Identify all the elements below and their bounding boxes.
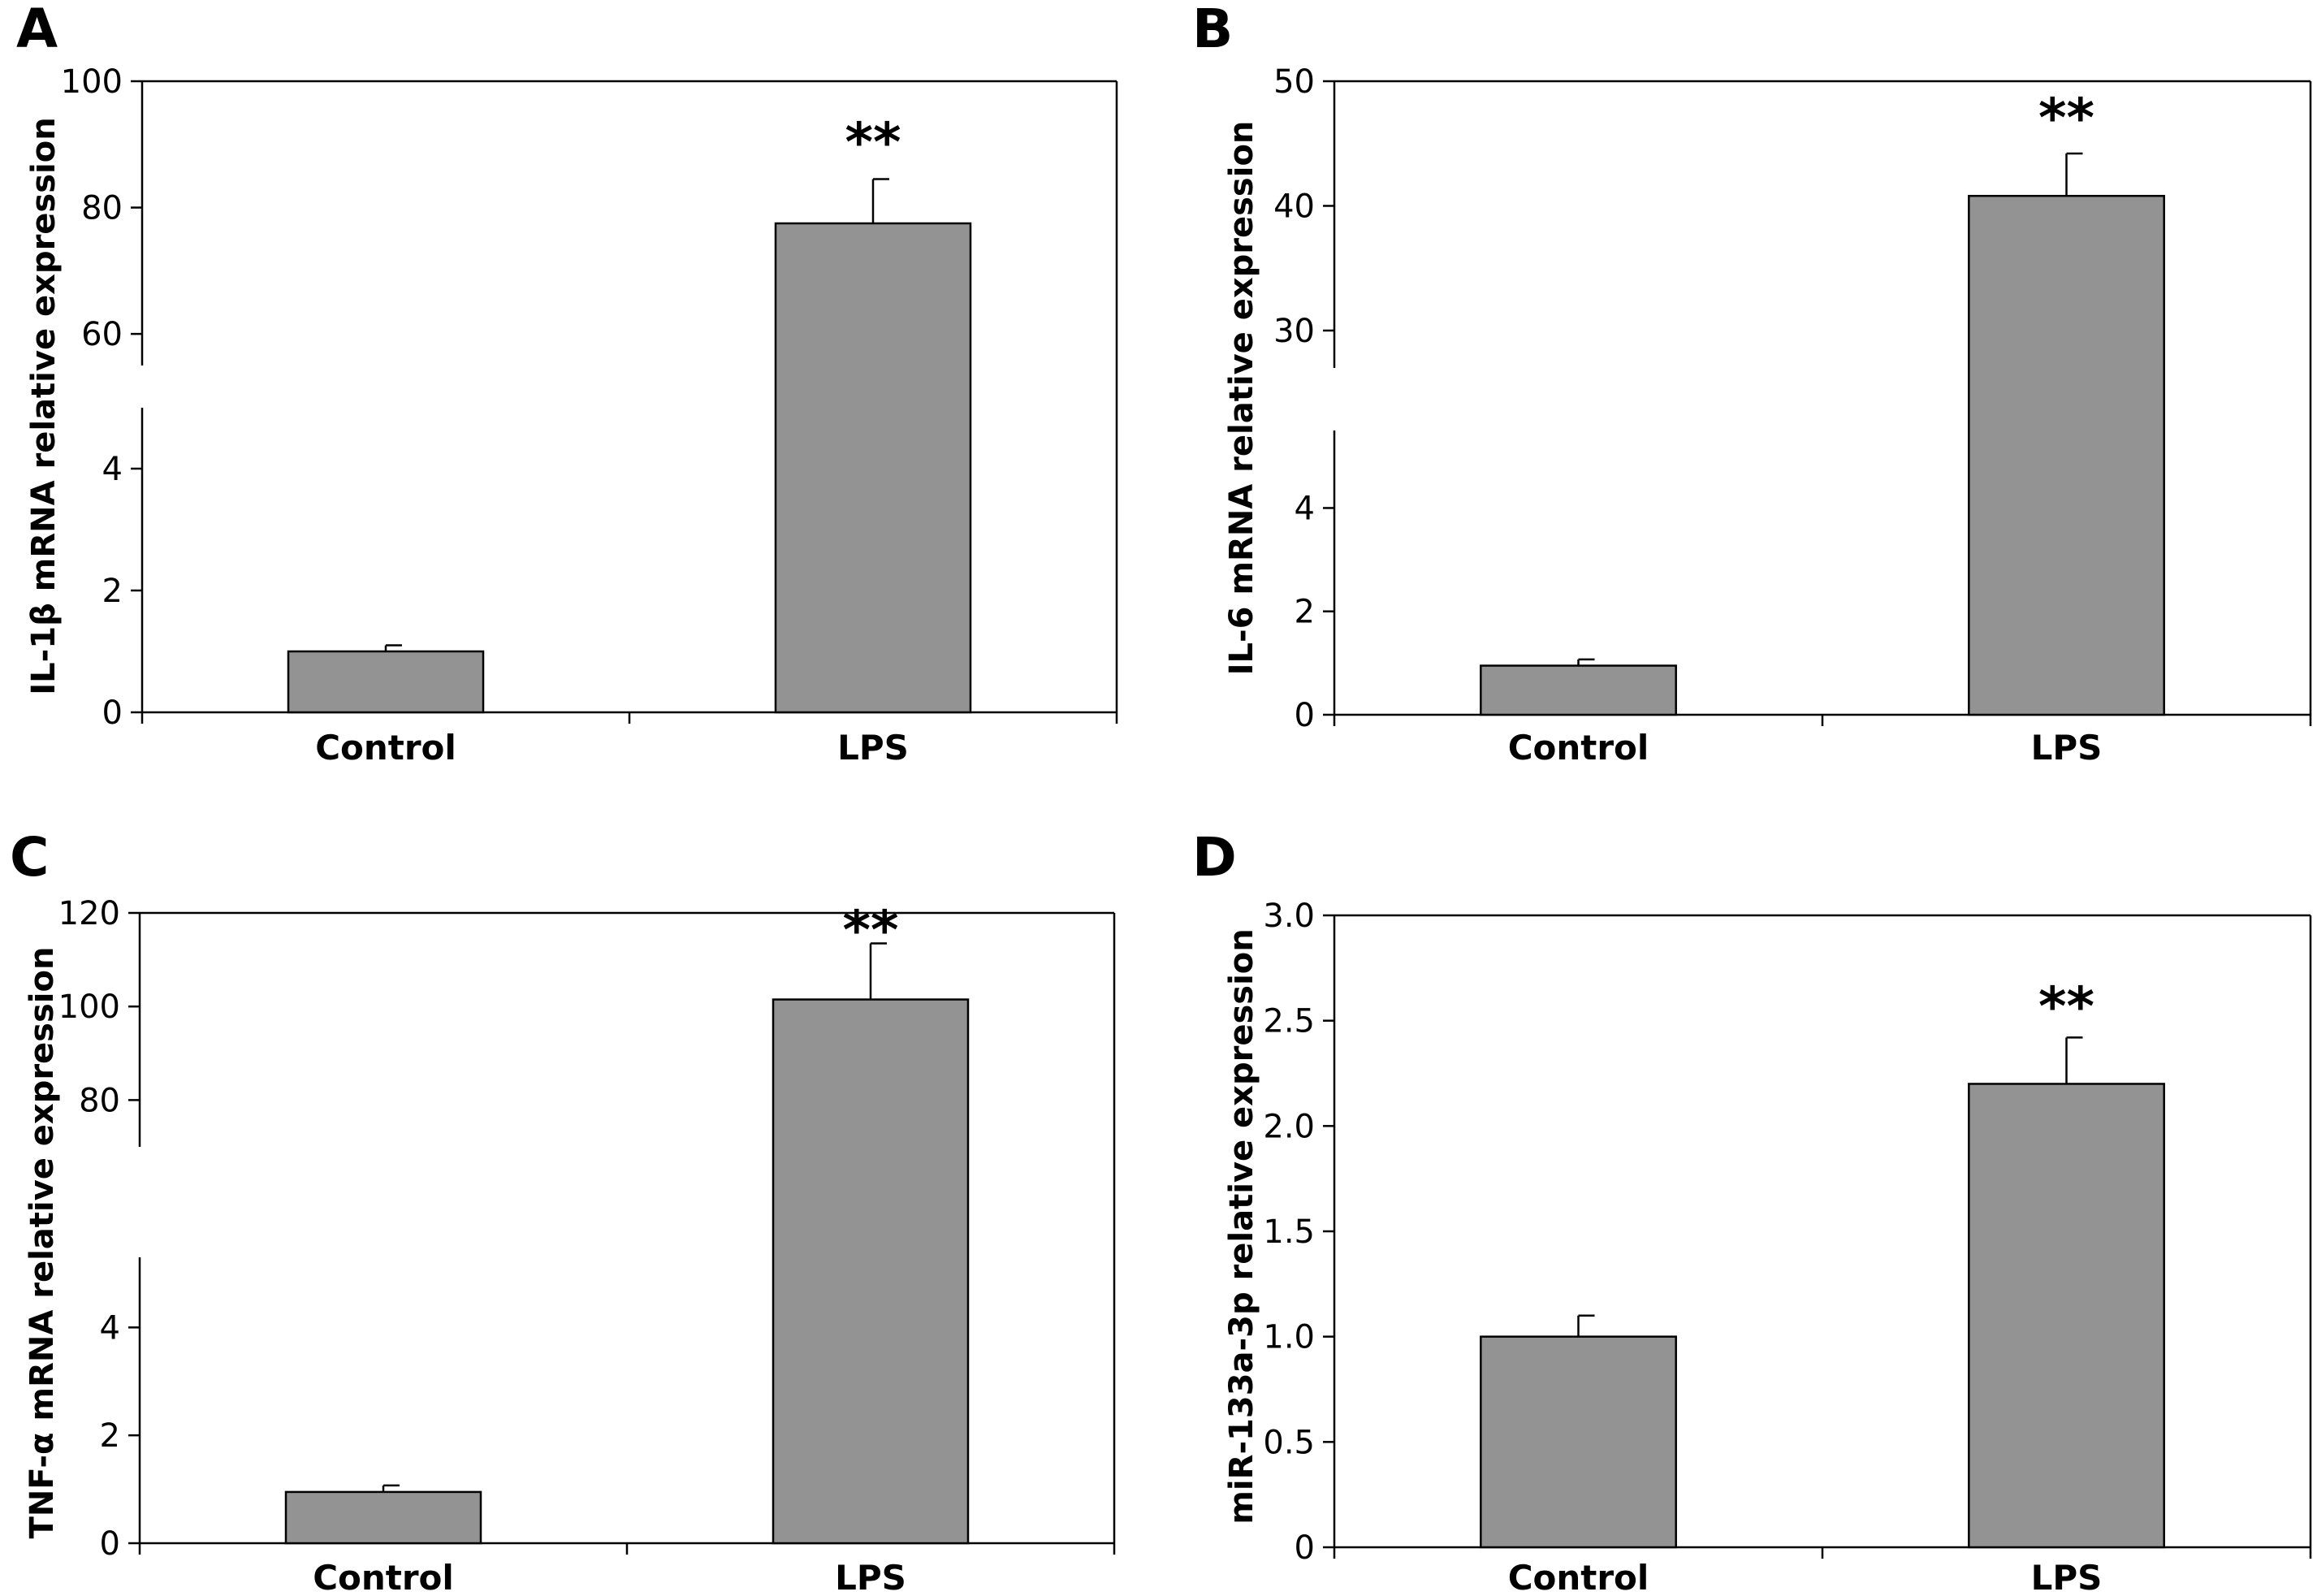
significance-marker: ** [2038, 87, 2094, 149]
y-tick-label: 4 [1295, 490, 1315, 527]
y-tick-label: 1.0 [1263, 1319, 1315, 1356]
bar-control [287, 650, 485, 714]
bar-control [284, 1490, 482, 1545]
y-tick-label: 2 [1295, 594, 1315, 631]
x-category-label: LPS [2031, 1558, 2103, 1596]
y-tick-label: 40 [1273, 188, 1315, 225]
y-tick-label: 80 [79, 1082, 120, 1119]
panel-letter: C [10, 826, 49, 889]
y-axis-title: TNF-α mRNA relative expression [24, 947, 61, 1539]
panel-letter: B [1192, 0, 1233, 60]
y-tick-label: 1.5 [1263, 1213, 1315, 1251]
y-tick-label: 0 [1295, 1529, 1315, 1567]
panel-letter: A [16, 0, 58, 60]
y-axis-title: IL-6 mRNA relative expression [1223, 121, 1260, 676]
x-category-label: Control [315, 728, 456, 768]
y-tick-label: 0 [102, 694, 123, 732]
bar-lps [774, 222, 972, 714]
y-tick-label: 80 [81, 190, 123, 227]
chart-panel-c: C 80 100 120 0 2 4 Control LPS ** TNF-α mRNA relat… [10, 826, 1116, 1596]
x-category-label: Control [1508, 728, 1649, 768]
y-tick-label: 0.5 [1263, 1424, 1315, 1461]
bar-lps [1968, 194, 2165, 716]
y-tick-label: 30 [1273, 313, 1315, 350]
x-category-label: LPS [835, 1558, 906, 1596]
significance-marker: ** [845, 111, 901, 174]
x-category-label: LPS [2031, 728, 2103, 768]
y-tick-label: 4 [100, 1309, 120, 1347]
y-tick-label: 2 [102, 573, 123, 610]
x-category-label: LPS [837, 728, 909, 768]
significance-marker: ** [842, 899, 898, 962]
panel-letter: D [1192, 826, 1237, 889]
bar-lps [1968, 1083, 2165, 1549]
chart-panel-d: D 0 0.5 1.0 1.5 2.0 2.5 3.0 Control LPS ** miR-133a… [1192, 826, 2312, 1596]
significance-marker: ** [2038, 975, 2094, 1038]
y-tick-label: 50 [1273, 63, 1315, 101]
bar-control [1480, 1335, 1677, 1549]
y-tick-label: 4 [102, 451, 123, 488]
y-tick-label: 3.0 [1263, 897, 1315, 935]
y-tick-label: 2 [100, 1417, 120, 1455]
y-axis-title: miR-133a-3p relative expression [1223, 928, 1260, 1525]
y-tick-label: 0 [100, 1525, 120, 1563]
x-category-label: Control [1508, 1558, 1649, 1596]
y-axis-title: IL-1β mRNA relative expression [25, 117, 63, 694]
y-tick-label: 120 [58, 895, 120, 932]
chart-panel-b: B 30 40 50 0 2 4 Control LPS ** IL-6 mRNA relative… [1192, 0, 2312, 768]
y-tick-label: 2.5 [1263, 1003, 1315, 1040]
bar-control [1480, 664, 1677, 716]
chart-panel-a: A 60 80 100 0 2 4 Control LPS ** IL-1β mRNA relati… [16, 0, 1118, 768]
y-tick-label: 100 [58, 988, 120, 1026]
y-tick-label: 100 [61, 63, 123, 101]
y-tick-label: 60 [81, 316, 123, 353]
x-category-label: Control [313, 1558, 454, 1596]
y-tick-label: 0 [1295, 697, 1315, 734]
y-tick-label: 2.0 [1263, 1108, 1315, 1145]
bar-lps [772, 998, 970, 1545]
